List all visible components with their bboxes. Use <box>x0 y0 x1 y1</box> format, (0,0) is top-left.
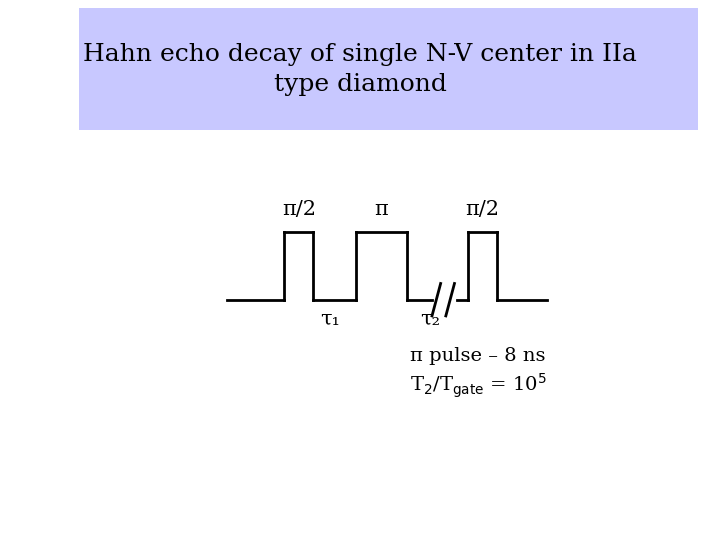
Text: π/2: π/2 <box>282 200 316 219</box>
Text: π/2: π/2 <box>465 200 500 219</box>
Text: τ₂: τ₂ <box>420 309 440 328</box>
Text: π pulse – 8 ns: π pulse – 8 ns <box>410 347 546 366</box>
Text: τ₁: τ₁ <box>320 309 341 328</box>
Text: Hahn echo decay of single N-V center in IIa
type diamond: Hahn echo decay of single N-V center in … <box>83 43 637 96</box>
Text: π: π <box>374 200 389 219</box>
Text: T$_2$/T$_{\rm gate}$ = 10$^5$: T$_2$/T$_{\rm gate}$ = 10$^5$ <box>410 372 547 400</box>
